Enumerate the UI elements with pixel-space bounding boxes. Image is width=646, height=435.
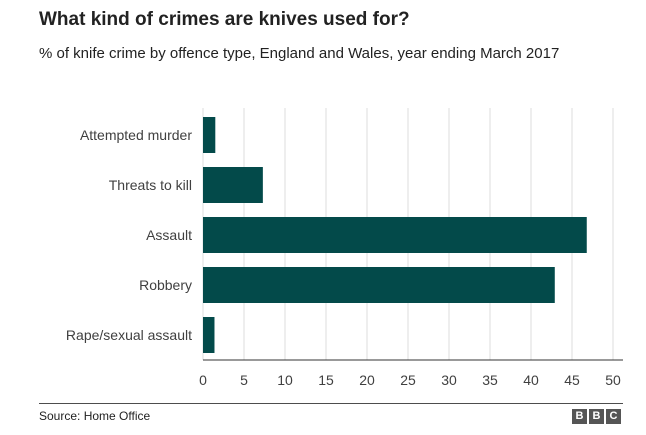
x-tick-label: 30 [441, 372, 457, 388]
category-label: Threats to kill [109, 177, 192, 193]
bar [203, 117, 216, 153]
category-label: Rape/sexual assault [66, 327, 192, 343]
chart-title: What kind of crimes are knives used for? [39, 9, 410, 30]
category-label: Robbery [139, 277, 192, 293]
x-tick-label: 50 [605, 372, 621, 388]
x-tick-label: 45 [564, 372, 580, 388]
x-tick-label: 0 [199, 372, 207, 388]
x-tick-label: 25 [400, 372, 416, 388]
bar [203, 267, 555, 303]
bar [203, 167, 263, 203]
footer-divider [39, 403, 623, 404]
category-label: Assault [146, 227, 192, 243]
logo-letter: B [572, 409, 587, 424]
x-tick-label: 40 [523, 372, 539, 388]
bar-chart: Attempted murder Threats to kill Assault Ro… [66, 108, 623, 388]
x-tick-label: 10 [277, 372, 293, 388]
x-tick-label: 5 [240, 372, 248, 388]
x-tick-label: 35 [482, 372, 498, 388]
category-label: Attempted murder [80, 127, 192, 143]
x-tick-label: 15 [318, 372, 334, 388]
source-note: Source: Home Office [39, 409, 151, 423]
chart-subtitle: % of knife crime by offence type, Englan… [39, 45, 560, 62]
bar [203, 317, 215, 353]
x-tick-label: 20 [359, 372, 375, 388]
logo-letter: C [606, 409, 621, 424]
logo-letter: B [589, 409, 604, 424]
bbc-logo: B B C [572, 409, 621, 424]
bar [203, 217, 587, 253]
